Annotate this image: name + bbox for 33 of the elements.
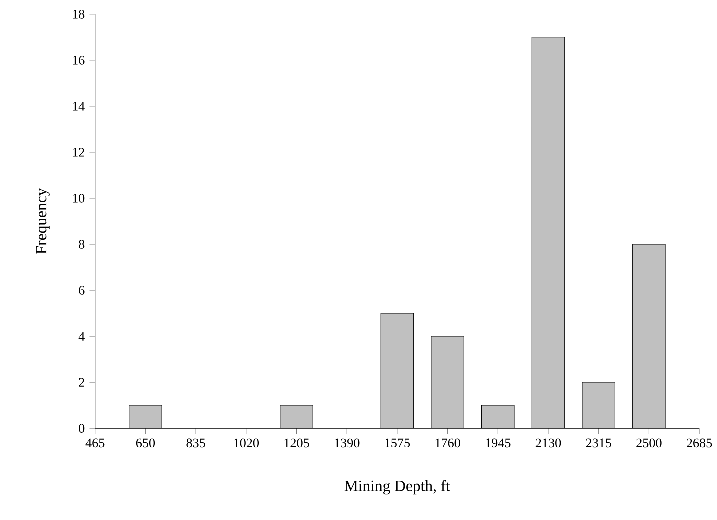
bar <box>632 244 666 429</box>
x-tick-label: 465 <box>86 438 105 448</box>
x-tick-label: 1390 <box>335 438 360 448</box>
x-tick-label: 1020 <box>234 438 260 448</box>
y-tick-label: 8 <box>79 240 85 249</box>
y-tick-label: 4 <box>78 332 85 341</box>
y-tick-label: 10 <box>73 194 85 203</box>
x-tick-label: 2130 <box>536 438 562 448</box>
bar <box>431 336 464 429</box>
x-tick-label: 650 <box>136 438 156 448</box>
y-tick-label: 2 <box>79 378 84 387</box>
x-tick-label: 1945 <box>486 438 511 448</box>
bar <box>582 382 616 429</box>
y-tick-label: 0 <box>79 424 85 433</box>
x-tick-label: 835 <box>186 438 206 448</box>
x-axis-title: Mining Depth, ft <box>344 480 450 495</box>
y-tick-label: 12 <box>73 148 84 157</box>
bar <box>129 406 162 429</box>
bar <box>482 406 514 429</box>
y-tick-label: 18 <box>73 10 85 19</box>
y-tick-label: 14 <box>73 102 85 111</box>
y-axis-title: Frequency <box>36 188 50 254</box>
bar <box>532 37 565 429</box>
bar <box>280 406 314 429</box>
x-tick-label: 2500 <box>636 438 662 448</box>
x-tick-label: 2315 <box>586 438 612 448</box>
y-tick-label: 6 <box>79 286 85 295</box>
x-tick-label: 1205 <box>284 438 310 448</box>
y-tick-label: 16 <box>73 56 85 65</box>
x-tick-label: 1575 <box>385 438 410 448</box>
bar <box>381 314 414 429</box>
x-tick-label: 1760 <box>436 438 460 448</box>
x-tick-label: 2685 <box>687 438 712 448</box>
